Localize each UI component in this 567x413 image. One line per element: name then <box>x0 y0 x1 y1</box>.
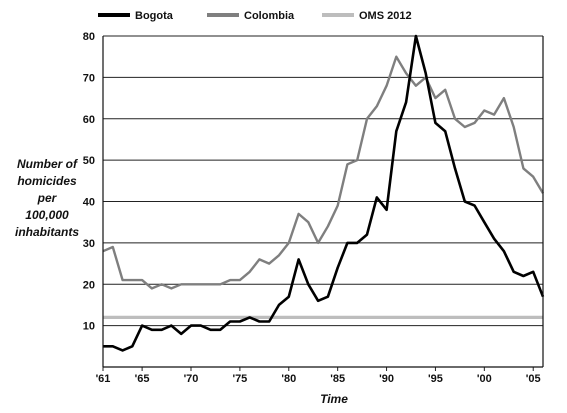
x-tick-label-1990: '90 <box>379 373 394 385</box>
x-tick-label-1961: '61 <box>96 373 111 385</box>
y-axis-label-line: 100,000 <box>25 208 69 222</box>
series-line-colombia <box>102 55 545 290</box>
legend-label-colombia: Colombia <box>244 10 295 22</box>
x-axis-label: Time <box>320 392 348 406</box>
y-tick-label-60: 60 <box>83 114 95 126</box>
x-tick-label-1980: '80 <box>281 373 296 385</box>
y-tick-label-80: 80 <box>83 31 95 43</box>
y-axis-label-line: inhabitants <box>15 225 79 239</box>
x-tick-label-1985: '85 <box>330 373 345 385</box>
gridlines <box>103 35 543 327</box>
y-axis-label: Number of homicides per 100,000 inhabitants <box>15 157 79 239</box>
x-tick-label-2005: '05 <box>526 373 541 385</box>
axes <box>102 36 544 368</box>
series-lines <box>102 34 545 352</box>
y-axis-label-line: homicides <box>17 174 77 188</box>
legend: Bogota Colombia OMS 2012 <box>98 10 412 22</box>
y-tick-label-70: 70 <box>83 72 95 84</box>
y-tick-label-40: 40 <box>83 197 95 209</box>
legend-label-bogota: Bogota <box>135 10 174 22</box>
y-tick-label-20: 20 <box>83 279 95 291</box>
y-tick-label-10: 10 <box>83 321 95 333</box>
y-tick-label-30: 30 <box>83 238 95 250</box>
x-tick-label-1975: '75 <box>232 373 247 385</box>
y-axis-label-line: Number of <box>17 157 78 171</box>
x-tick-label-1995: '95 <box>428 373 443 385</box>
x-tick-label-1965: '65 <box>135 373 150 385</box>
y-axis-ticks: 10 20 30 40 50 60 70 80 <box>83 31 95 333</box>
legend-label-oms-2012: OMS 2012 <box>359 10 412 22</box>
series-line-bogota <box>103 34 545 352</box>
x-tick-label-1970: '70 <box>184 373 199 385</box>
x-axis-ticks: '61 '65 '70 '75 '80 '85 '90 '95 '00 '05 <box>96 367 541 385</box>
y-tick-label-50: 50 <box>83 155 95 167</box>
x-tick-label-2000: '00 <box>477 373 492 385</box>
y-axis-label-line: per <box>37 191 58 205</box>
